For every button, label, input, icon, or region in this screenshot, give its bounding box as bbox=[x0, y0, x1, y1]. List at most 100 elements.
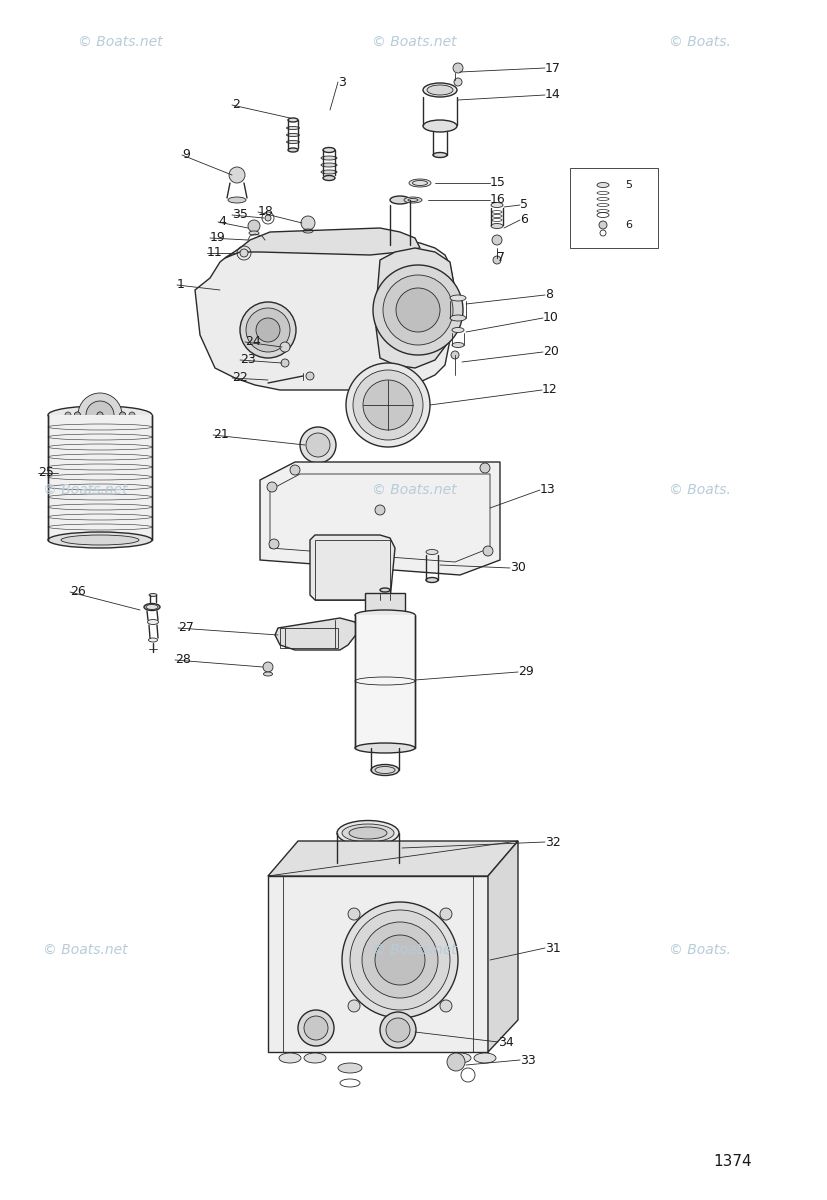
Text: 1: 1 bbox=[177, 278, 184, 292]
Ellipse shape bbox=[279, 1054, 301, 1063]
Text: © Boats.: © Boats. bbox=[668, 35, 730, 49]
Bar bbox=[314, 540, 390, 600]
Text: 1374: 1374 bbox=[713, 1154, 751, 1170]
Circle shape bbox=[74, 412, 80, 418]
Ellipse shape bbox=[286, 140, 299, 144]
Circle shape bbox=[301, 216, 314, 230]
Text: 35: 35 bbox=[232, 209, 247, 222]
Ellipse shape bbox=[48, 532, 152, 548]
Text: 22: 22 bbox=[232, 372, 247, 384]
Circle shape bbox=[452, 62, 462, 73]
Text: 19: 19 bbox=[210, 232, 226, 245]
Circle shape bbox=[240, 248, 248, 257]
Ellipse shape bbox=[321, 156, 337, 160]
Ellipse shape bbox=[286, 126, 299, 130]
Ellipse shape bbox=[370, 764, 399, 775]
Bar bbox=[280, 628, 337, 648]
Ellipse shape bbox=[337, 1063, 361, 1073]
Circle shape bbox=[119, 412, 126, 418]
Circle shape bbox=[380, 1012, 415, 1048]
Circle shape bbox=[491, 235, 501, 245]
Text: 18: 18 bbox=[258, 205, 274, 218]
Text: 21: 21 bbox=[213, 428, 228, 442]
Ellipse shape bbox=[452, 342, 463, 348]
Circle shape bbox=[265, 215, 270, 221]
Circle shape bbox=[119, 412, 126, 418]
Ellipse shape bbox=[323, 148, 335, 152]
Ellipse shape bbox=[380, 588, 390, 592]
Circle shape bbox=[361, 922, 437, 998]
Ellipse shape bbox=[427, 85, 452, 95]
Polygon shape bbox=[260, 462, 500, 575]
Ellipse shape bbox=[61, 535, 139, 545]
Circle shape bbox=[280, 342, 289, 352]
Ellipse shape bbox=[286, 133, 299, 137]
Circle shape bbox=[347, 908, 360, 920]
Ellipse shape bbox=[404, 197, 422, 203]
Text: © Boats.net: © Boats.net bbox=[371, 482, 456, 497]
Circle shape bbox=[372, 265, 462, 355]
Ellipse shape bbox=[423, 120, 457, 132]
Circle shape bbox=[598, 221, 606, 229]
Text: 9: 9 bbox=[182, 149, 189, 162]
Ellipse shape bbox=[149, 594, 157, 596]
Text: 6: 6 bbox=[624, 220, 631, 230]
Bar bbox=[569, 168, 657, 248]
Text: 27: 27 bbox=[178, 622, 194, 635]
Text: 28: 28 bbox=[174, 654, 191, 666]
Circle shape bbox=[65, 412, 71, 418]
Circle shape bbox=[451, 350, 458, 359]
Circle shape bbox=[299, 427, 336, 463]
Circle shape bbox=[240, 302, 295, 358]
Circle shape bbox=[375, 505, 385, 515]
Ellipse shape bbox=[409, 179, 431, 187]
Bar bbox=[355, 614, 414, 748]
Bar bbox=[365, 593, 404, 620]
Ellipse shape bbox=[249, 230, 259, 235]
Text: 30: 30 bbox=[509, 562, 525, 575]
Circle shape bbox=[78, 392, 122, 437]
Circle shape bbox=[269, 539, 279, 548]
Polygon shape bbox=[195, 238, 455, 390]
Text: 31: 31 bbox=[544, 942, 560, 954]
Ellipse shape bbox=[596, 182, 609, 187]
Circle shape bbox=[304, 1016, 327, 1040]
Text: 33: 33 bbox=[519, 1054, 535, 1067]
Circle shape bbox=[480, 463, 490, 473]
Circle shape bbox=[306, 372, 313, 380]
Ellipse shape bbox=[337, 821, 399, 846]
Ellipse shape bbox=[449, 314, 466, 320]
Text: 13: 13 bbox=[539, 484, 555, 497]
Circle shape bbox=[395, 288, 439, 332]
Ellipse shape bbox=[323, 175, 335, 180]
Ellipse shape bbox=[147, 619, 158, 624]
Polygon shape bbox=[225, 228, 419, 258]
Text: © Boats.net: © Boats.net bbox=[371, 35, 456, 49]
Text: © Boats.net: © Boats.net bbox=[371, 943, 456, 956]
Circle shape bbox=[347, 1000, 360, 1012]
Text: 24: 24 bbox=[245, 336, 261, 348]
Text: © Boats.: © Boats. bbox=[668, 943, 730, 956]
Ellipse shape bbox=[288, 148, 298, 152]
Ellipse shape bbox=[288, 118, 298, 122]
Circle shape bbox=[453, 78, 461, 86]
Circle shape bbox=[342, 902, 457, 1018]
Ellipse shape bbox=[452, 328, 463, 332]
Circle shape bbox=[298, 1010, 333, 1046]
Polygon shape bbox=[275, 618, 357, 650]
Polygon shape bbox=[268, 841, 518, 876]
Ellipse shape bbox=[321, 163, 337, 167]
Text: 7: 7 bbox=[496, 252, 504, 264]
Ellipse shape bbox=[390, 196, 409, 204]
Ellipse shape bbox=[48, 406, 152, 424]
Text: © Boats.net: © Boats.net bbox=[78, 35, 162, 49]
Circle shape bbox=[383, 275, 452, 344]
Bar bbox=[48, 415, 152, 540]
Ellipse shape bbox=[227, 197, 246, 203]
Text: 8: 8 bbox=[544, 288, 552, 301]
Circle shape bbox=[256, 318, 280, 342]
Circle shape bbox=[248, 220, 260, 232]
Circle shape bbox=[447, 1054, 465, 1070]
Ellipse shape bbox=[490, 223, 502, 228]
Circle shape bbox=[263, 662, 273, 672]
